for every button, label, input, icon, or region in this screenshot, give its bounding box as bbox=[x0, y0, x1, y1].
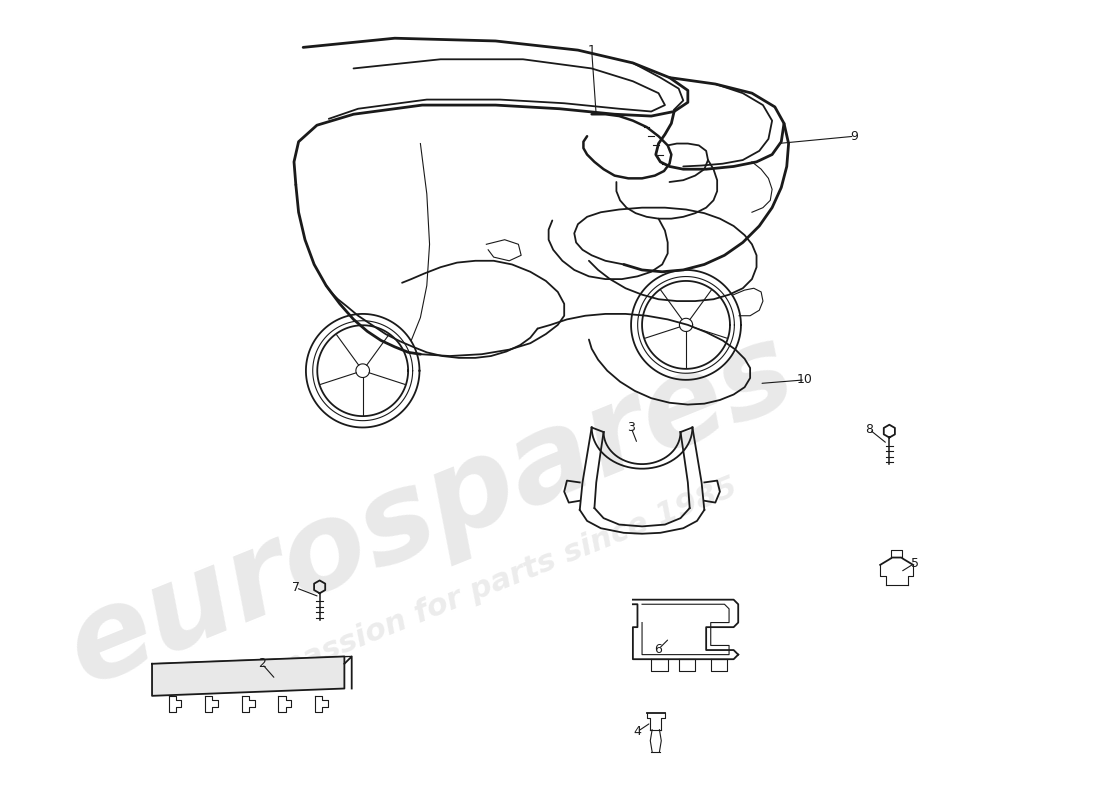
Text: a passion for parts since 1985: a passion for parts since 1985 bbox=[250, 473, 741, 694]
Text: 2: 2 bbox=[258, 658, 266, 670]
Text: 9: 9 bbox=[850, 130, 858, 142]
Text: 5: 5 bbox=[911, 557, 918, 570]
Text: 7: 7 bbox=[292, 582, 300, 594]
Polygon shape bbox=[152, 657, 352, 664]
Text: 4: 4 bbox=[634, 725, 641, 738]
Text: 8: 8 bbox=[866, 423, 873, 436]
Polygon shape bbox=[152, 657, 344, 696]
Text: 10: 10 bbox=[798, 374, 813, 386]
Text: 6: 6 bbox=[654, 642, 662, 656]
Text: eurospares: eurospares bbox=[52, 311, 812, 709]
Text: 1: 1 bbox=[587, 44, 595, 57]
Text: 3: 3 bbox=[627, 421, 635, 434]
